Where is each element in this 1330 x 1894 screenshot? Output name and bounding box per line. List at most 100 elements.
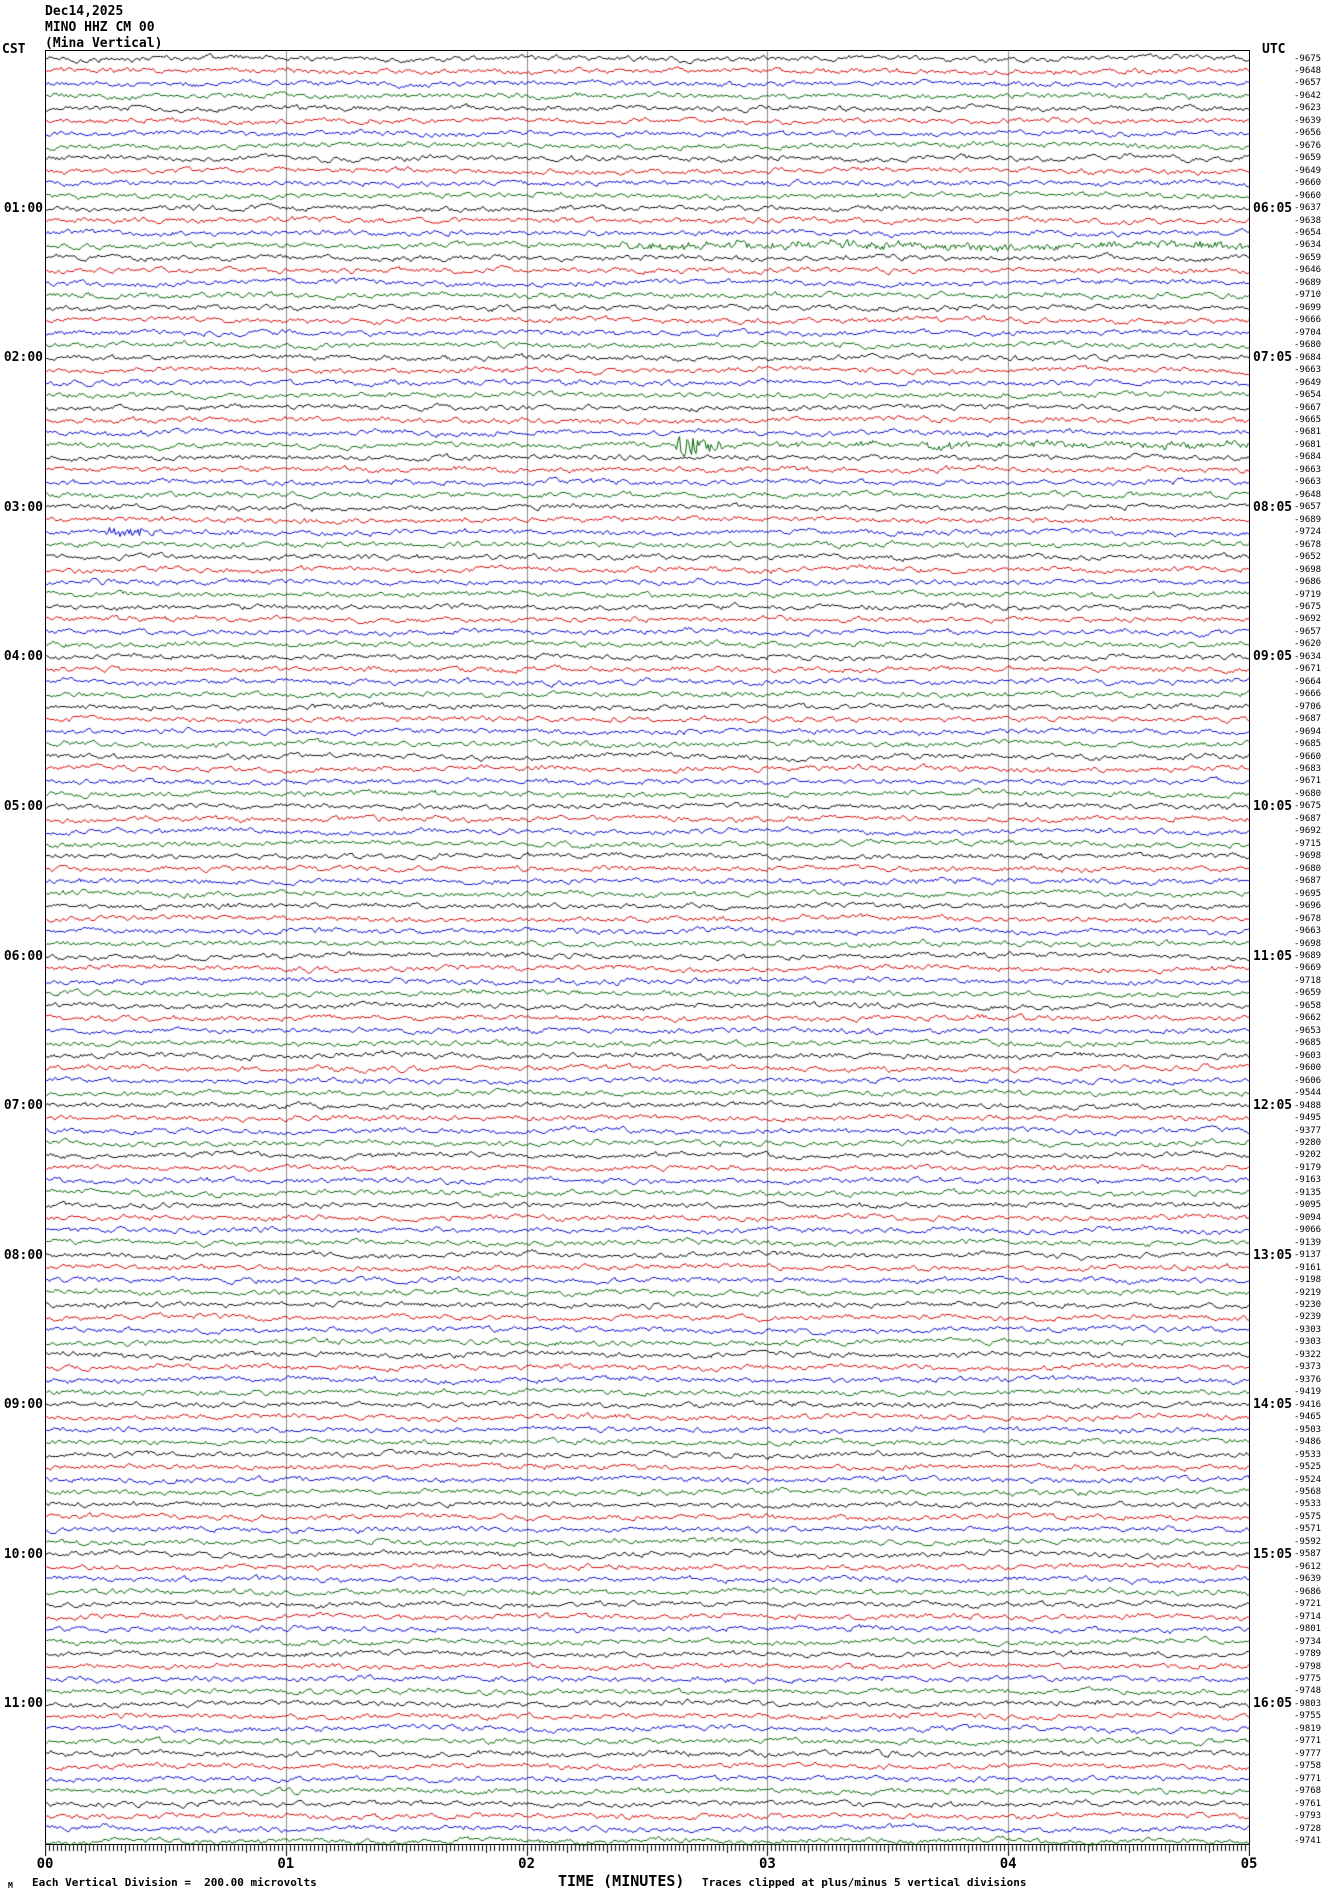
trace-offset-value: -9695 <box>1294 890 1321 899</box>
trace-offset-value: -9663 <box>1294 366 1321 375</box>
trace-offset-value: -9592 <box>1294 1538 1321 1547</box>
trace-offset-value: -9719 <box>1294 591 1321 600</box>
trace-offset-value: -9724 <box>1294 528 1321 537</box>
cst-hour-label: 02:00 <box>0 351 43 364</box>
trace-offset-value: -9798 <box>1294 1663 1321 1672</box>
trace-offset-value: -9681 <box>1294 441 1321 450</box>
trace-offset-value: -9684 <box>1294 453 1321 462</box>
trace-offset-value: -9663 <box>1294 478 1321 487</box>
trace-offset-value: -9465 <box>1294 1413 1321 1422</box>
trace-offset-value: -9671 <box>1294 665 1321 674</box>
trace-offset-value: -9654 <box>1294 391 1321 400</box>
trace-offset-value: -9419 <box>1294 1388 1321 1397</box>
trace-offset-value: -9771 <box>1294 1775 1321 1784</box>
trace-offset-value: -9648 <box>1294 491 1321 500</box>
trace-offset-value: -9094 <box>1294 1214 1321 1223</box>
trace-offset-value: -9704 <box>1294 329 1321 338</box>
trace-offset-value: -9694 <box>1294 728 1321 737</box>
trace-offset-value: -9486 <box>1294 1438 1321 1447</box>
trace-offset-value: -9533 <box>1294 1451 1321 1460</box>
title-station: MINO HHZ CM 00 <box>45 20 155 36</box>
trace-offset-value: -9606 <box>1294 1077 1321 1086</box>
minute-label: 00 <box>37 1856 54 1872</box>
trace-offset-value: -9135 <box>1294 1189 1321 1198</box>
trace-offset-value: -9675 <box>1294 802 1321 811</box>
trace-offset-value: -9687 <box>1294 815 1321 824</box>
left-timezone-label: CST <box>2 42 25 57</box>
trace-offset-value: -9659 <box>1294 154 1321 163</box>
trace-offset-value: -9714 <box>1294 1613 1321 1622</box>
seismogram-canvas <box>45 50 1250 1863</box>
trace-offset-value: -9659 <box>1294 989 1321 998</box>
trace-offset-value: -9793 <box>1294 1812 1321 1821</box>
trace-offset-value: -9741 <box>1294 1837 1321 1846</box>
trace-offset-value: -9758 <box>1294 1762 1321 1771</box>
trace-offset-value: -9239 <box>1294 1313 1321 1322</box>
trace-offset-value: -9689 <box>1294 516 1321 525</box>
trace-offset-value: -9699 <box>1294 304 1321 313</box>
trace-offset-value: -9657 <box>1294 503 1321 512</box>
trace-offset-value: -9634 <box>1294 241 1321 250</box>
trace-offset-value: -9603 <box>1294 1052 1321 1061</box>
trace-offset-value: -9678 <box>1294 541 1321 550</box>
trace-offset-value: -9660 <box>1294 179 1321 188</box>
trace-offset-value: -9654 <box>1294 229 1321 238</box>
trace-offset-value: -9571 <box>1294 1525 1321 1534</box>
trace-offset-value: -9689 <box>1294 952 1321 961</box>
cst-hour-label: 09:00 <box>0 1398 43 1411</box>
trace-offset-value: -9706 <box>1294 703 1321 712</box>
utc-hour-label: 12:05 <box>1253 1099 1292 1112</box>
trace-offset-value: -9587 <box>1294 1550 1321 1559</box>
utc-hour-label: 06:05 <box>1253 202 1292 215</box>
trace-offset-value: -9648 <box>1294 67 1321 76</box>
utc-hour-label: 10:05 <box>1253 800 1292 813</box>
trace-offset-value: -9657 <box>1294 628 1321 637</box>
trace-offset-value: -9600 <box>1294 1064 1321 1073</box>
minute-label: 05 <box>1241 1856 1258 1872</box>
trace-offset-value: -9666 <box>1294 316 1321 325</box>
trace-offset-value: -9686 <box>1294 578 1321 587</box>
trace-offset-value: -9652 <box>1294 553 1321 562</box>
trace-offset-value: -9680 <box>1294 790 1321 799</box>
trace-offset-value: -9544 <box>1294 1089 1321 1098</box>
utc-hour-label: 14:05 <box>1253 1398 1292 1411</box>
cst-hour-label: 05:00 <box>0 800 43 813</box>
trace-offset-value: -9698 <box>1294 852 1321 861</box>
trace-offset-value: -9685 <box>1294 740 1321 749</box>
trace-offset-value: -9685 <box>1294 1039 1321 1048</box>
minute-label: 04 <box>1000 1856 1017 1872</box>
trace-offset-value: -9698 <box>1294 566 1321 575</box>
cst-hour-label: 07:00 <box>0 1099 43 1112</box>
trace-offset-value: -9416 <box>1294 1401 1321 1410</box>
trace-offset-value: -9303 <box>1294 1326 1321 1335</box>
trace-offset-value: -9639 <box>1294 117 1321 126</box>
trace-offset-value: -9198 <box>1294 1276 1321 1285</box>
trace-offset-value: -9696 <box>1294 902 1321 911</box>
trace-offset-value: -9163 <box>1294 1176 1321 1185</box>
trace-offset-value: -9660 <box>1294 192 1321 201</box>
trace-offset-value: -9819 <box>1294 1725 1321 1734</box>
cst-hour-label: 01:00 <box>0 202 43 215</box>
trace-offset-value: -9768 <box>1294 1787 1321 1796</box>
trace-offset-value: -9675 <box>1294 55 1321 64</box>
trace-offset-value: -9678 <box>1294 915 1321 924</box>
trace-offset-value: -9680 <box>1294 865 1321 874</box>
trace-offset-value: -9681 <box>1294 428 1321 437</box>
trace-offset-value: -9761 <box>1294 1800 1321 1809</box>
cst-hour-label: 11:00 <box>0 1697 43 1710</box>
trace-offset-value: -9373 <box>1294 1363 1321 1372</box>
trace-offset-value: -9219 <box>1294 1289 1321 1298</box>
utc-hour-label: 15:05 <box>1253 1548 1292 1561</box>
trace-offset-value: -9658 <box>1294 1002 1321 1011</box>
trace-offset-value: -9612 <box>1294 1563 1321 1572</box>
trace-offset-value: -9139 <box>1294 1239 1321 1248</box>
right-timezone-label: UTC <box>1262 42 1285 57</box>
trace-offset-value: -9718 <box>1294 977 1321 986</box>
trace-offset-value: -9692 <box>1294 615 1321 624</box>
trace-offset-value: -9161 <box>1294 1264 1321 1273</box>
trace-offset-value: -9137 <box>1294 1251 1321 1260</box>
x-axis-title: TIME (MINUTES) <box>558 1872 684 1890</box>
trace-offset-value: -9663 <box>1294 927 1321 936</box>
helicorder-page: Dec14,2025 MINO HHZ CM 00 (Mina Vertical… <box>0 0 1330 1894</box>
trace-offset-value: -9686 <box>1294 1588 1321 1597</box>
